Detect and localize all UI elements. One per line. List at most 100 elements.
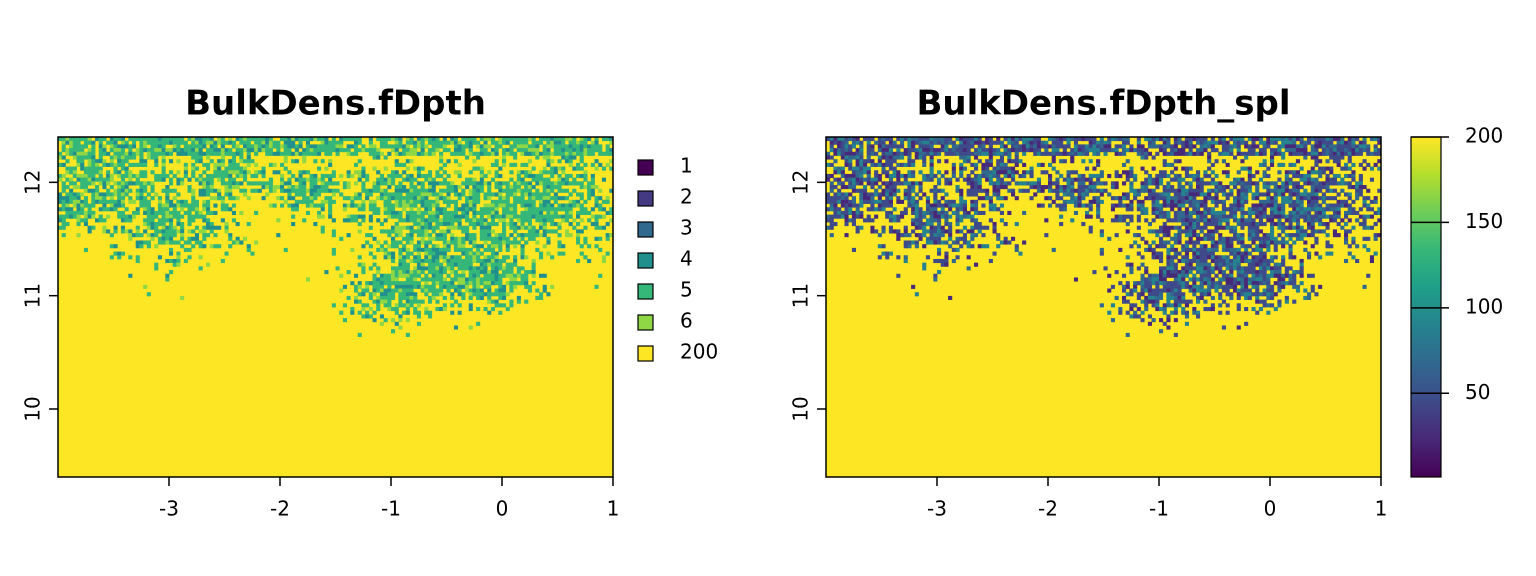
raster-cell bbox=[465, 277, 470, 282]
raster-cell bbox=[1125, 192, 1130, 197]
raster-cell bbox=[557, 188, 562, 193]
raster-cell bbox=[446, 255, 451, 260]
raster-cell bbox=[1022, 210, 1027, 216]
raster-cell bbox=[502, 292, 507, 297]
raster-cell bbox=[594, 203, 599, 208]
raster-cell bbox=[509, 148, 514, 153]
raster-cell bbox=[268, 188, 273, 193]
raster-cell bbox=[877, 144, 882, 149]
raster-cell bbox=[509, 303, 514, 308]
raster-cell bbox=[206, 192, 211, 197]
raster-cell bbox=[287, 137, 292, 142]
raster-cell bbox=[1011, 144, 1016, 149]
raster-cell bbox=[291, 207, 296, 212]
raster-cell bbox=[598, 148, 603, 153]
raster-cell bbox=[202, 236, 207, 241]
raster-cell bbox=[527, 207, 532, 212]
raster-cell bbox=[391, 277, 396, 282]
raster-cell bbox=[1255, 188, 1260, 193]
raster-cell bbox=[494, 140, 499, 145]
raster-cell bbox=[1177, 148, 1182, 153]
raster-cell bbox=[172, 258, 177, 264]
raster-cell bbox=[970, 162, 975, 167]
raster-cell bbox=[169, 225, 174, 230]
raster-cell bbox=[1184, 199, 1189, 204]
raster-cell bbox=[1236, 192, 1241, 197]
raster-cell bbox=[1162, 203, 1167, 208]
raster-cell bbox=[65, 151, 70, 156]
raster-cell bbox=[405, 233, 410, 238]
raster-cell bbox=[194, 233, 199, 238]
raster-cell bbox=[1140, 166, 1145, 171]
raster-cell bbox=[1270, 181, 1275, 186]
raster-cell bbox=[58, 137, 63, 142]
raster-cell bbox=[1140, 199, 1145, 204]
raster-cell bbox=[472, 203, 477, 208]
raster-cell bbox=[461, 148, 466, 153]
raster-cell bbox=[428, 314, 433, 319]
raster-cell bbox=[379, 284, 384, 289]
raster-cell bbox=[1184, 140, 1189, 145]
raster-cell bbox=[513, 162, 518, 167]
raster-cell bbox=[461, 270, 466, 275]
raster-cell bbox=[1129, 199, 1134, 204]
raster-cell bbox=[1307, 181, 1312, 186]
raster-cell bbox=[966, 137, 971, 142]
raster-cell bbox=[1092, 196, 1097, 201]
raster-cell bbox=[409, 281, 414, 286]
raster-cell bbox=[117, 173, 122, 179]
raster-cell bbox=[209, 151, 214, 156]
raster-cell bbox=[217, 244, 222, 249]
raster-cell bbox=[453, 244, 458, 249]
raster-cell bbox=[135, 148, 140, 153]
raster-cell bbox=[1314, 144, 1319, 149]
raster-cell bbox=[1048, 196, 1053, 201]
raster-cell bbox=[405, 148, 410, 153]
raster-cell bbox=[1336, 144, 1341, 149]
raster-cell bbox=[1332, 196, 1337, 201]
raster-cell bbox=[376, 281, 381, 286]
raster-cell bbox=[531, 225, 536, 230]
raster-cell bbox=[479, 151, 484, 156]
raster-cell bbox=[291, 222, 296, 227]
raster-cell bbox=[394, 185, 399, 190]
raster-cell bbox=[80, 199, 85, 204]
raster-cell bbox=[487, 244, 492, 249]
raster-cell bbox=[183, 210, 188, 216]
raster-cell bbox=[1295, 181, 1300, 186]
raster-cell bbox=[1073, 170, 1078, 175]
raster-cell bbox=[394, 140, 399, 145]
raster-cell bbox=[1196, 140, 1201, 145]
raster-cell bbox=[1125, 159, 1130, 164]
raster-cell bbox=[870, 196, 875, 201]
raster-cell bbox=[539, 170, 544, 175]
raster-cell bbox=[840, 181, 845, 186]
raster-cell bbox=[524, 225, 529, 230]
raster-cell bbox=[472, 151, 477, 156]
raster-cell bbox=[1225, 140, 1230, 145]
raster-cell bbox=[1288, 196, 1293, 201]
raster-cell bbox=[357, 222, 362, 227]
raster-cell bbox=[1184, 137, 1189, 142]
raster-cell bbox=[379, 173, 384, 179]
raster-cell bbox=[1325, 185, 1330, 190]
legend-swatch bbox=[637, 252, 654, 269]
raster-cell bbox=[539, 173, 544, 179]
raster-cell bbox=[487, 181, 492, 186]
raster-cell bbox=[239, 181, 244, 186]
raster-cell bbox=[453, 137, 458, 142]
raster-cell bbox=[387, 137, 392, 142]
raster-cell bbox=[1262, 181, 1267, 186]
raster-cell bbox=[228, 236, 233, 241]
raster-cell bbox=[268, 140, 273, 145]
raster-cell bbox=[446, 148, 451, 153]
raster-cell bbox=[1233, 210, 1238, 216]
raster-cell bbox=[962, 148, 967, 153]
raster-cell bbox=[1099, 192, 1104, 197]
raster-cell bbox=[413, 258, 418, 264]
raster-cell bbox=[1066, 144, 1071, 149]
raster-cell bbox=[1292, 203, 1297, 208]
raster-cell bbox=[564, 159, 569, 164]
raster-cell bbox=[231, 177, 236, 182]
raster-cell bbox=[1351, 144, 1356, 149]
